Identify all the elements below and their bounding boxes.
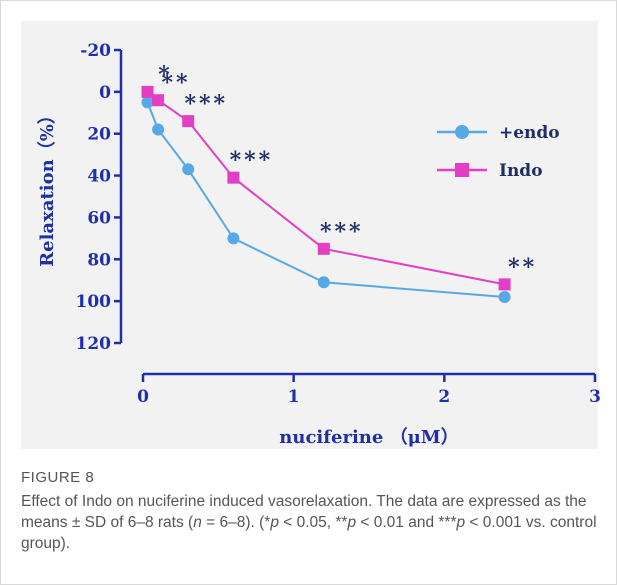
x-axis-title: nuciferine （μM） — [279, 427, 458, 448]
y-tick-label: 100 — [76, 292, 112, 312]
significance-label: ** — [162, 70, 191, 96]
data-point — [227, 232, 240, 245]
x-tick-label: 0 — [137, 387, 149, 407]
significance-label: ** — [508, 254, 537, 280]
x-tick-label: 3 — [589, 387, 601, 407]
figure-label: FIGURE 8 — [21, 469, 95, 486]
data-point — [498, 290, 511, 303]
data-point — [152, 94, 165, 107]
legend-label: Indo — [499, 161, 543, 181]
y-tick-label: 40 — [87, 167, 111, 187]
y-tick-label: 20 — [87, 125, 111, 145]
data-point — [182, 115, 195, 128]
data-point — [317, 242, 330, 255]
data-point — [141, 85, 154, 98]
significance-label: *** — [230, 148, 274, 174]
data-point — [152, 123, 165, 136]
y-tick-label: 80 — [87, 250, 111, 270]
figure-caption: Effect of Indo on nuciferine induced vas… — [21, 493, 597, 552]
y-tick-label: 0 — [99, 83, 111, 103]
data-point — [498, 278, 511, 291]
x-tick-label: 2 — [438, 387, 450, 407]
legend-label: +endo — [499, 123, 560, 143]
relaxation-chart: -20 0 20 40 60 80 100 120 0 1 2 3 nuciferine （μM） Rel… — [37, 41, 601, 448]
data-point — [317, 276, 330, 289]
y-tick-label: -20 — [80, 41, 111, 61]
data-point — [227, 171, 240, 184]
significance-label: * — [158, 62, 173, 88]
legend-swatch-marker — [455, 163, 469, 177]
legend-swatch-marker — [455, 125, 469, 139]
data-point — [141, 96, 154, 109]
y-tick-label: 60 — [87, 208, 111, 228]
y-axis-title: Relaxation（%） — [37, 106, 58, 267]
significance-label: *** — [184, 91, 228, 117]
significance-label: *** — [320, 219, 364, 245]
data-point — [182, 163, 195, 176]
x-tick-label: 1 — [288, 387, 300, 407]
y-tick-label: 120 — [76, 334, 112, 354]
